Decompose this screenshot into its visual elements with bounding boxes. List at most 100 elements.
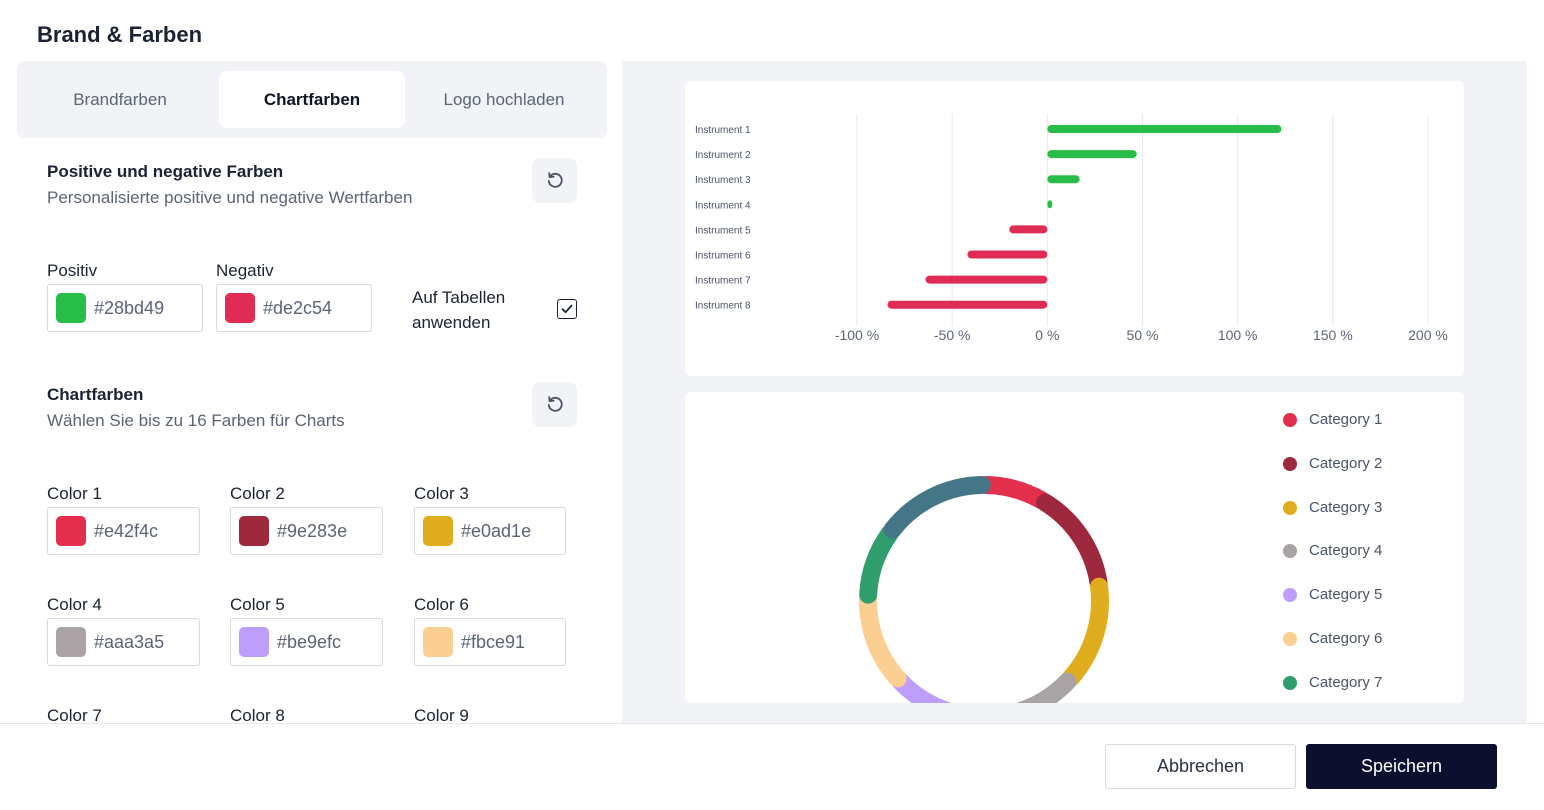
color-6-label: Color 6: [414, 595, 469, 614]
chartcolors-reset-button[interactable]: [532, 382, 577, 427]
color-1-hex: #e42f4c: [94, 520, 159, 541]
donut-slice: [891, 672, 952, 703]
donut-slice: [1036, 493, 1108, 592]
color-5-hex: #be9efc: [277, 631, 342, 652]
bar: [1047, 200, 1053, 209]
legend-swatch: [1283, 631, 1297, 646]
legend-label: Category 2: [1309, 455, 1383, 472]
legend-swatch: [1283, 500, 1297, 515]
legend-label: Category 7: [1309, 674, 1383, 691]
bar-chart-card: -100 % -50 % 0 % 50 % 100 % 150 % 200 % Instrum…: [685, 81, 1464, 376]
negative-label: Negativ: [216, 261, 274, 280]
color-2-label: Color 2: [230, 484, 285, 503]
color-3-label: Color 3: [414, 484, 469, 503]
x-tick-label: 0 %: [1035, 327, 1059, 343]
color-6-input[interactable]: #fbce91: [414, 618, 566, 666]
legend-item: Category 7: [1283, 674, 1382, 691]
posneg-subtitle: Personalisierte positive und negative We…: [47, 188, 413, 207]
legend-label: Category 3: [1309, 499, 1383, 516]
posneg-reset-button[interactable]: [532, 158, 577, 203]
y-category-label: Instrument 6: [695, 251, 751, 262]
bar: [1047, 175, 1080, 184]
save-button[interactable]: Speichern: [1306, 744, 1497, 789]
legend-label: Category 6: [1309, 630, 1383, 647]
tab-brandfarben[interactable]: Brandfarben: [73, 89, 167, 109]
color-7-label: Color 7: [47, 706, 102, 725]
check-icon: [561, 304, 573, 314]
tab-chartfarben[interactable]: Chartfarben: [219, 71, 405, 128]
x-tick-label: -100 %: [835, 327, 879, 343]
legend-label: Category 1: [1309, 411, 1383, 428]
color-4-label: Color 4: [47, 595, 102, 614]
color-5-swatch[interactable]: [239, 627, 269, 657]
donut-slice: [977, 476, 1051, 510]
legend-item: Category 4: [1283, 542, 1382, 559]
donut-chart: [859, 476, 1109, 703]
color-9-label: Color 9: [414, 706, 469, 725]
x-tick-label: 150 %: [1313, 327, 1353, 343]
positive-label: Positiv: [47, 261, 98, 280]
apply-tables-line1: Auf Tabellen: [412, 288, 506, 307]
legend-swatch: [1283, 456, 1297, 471]
apply-tables-line2: anwenden: [412, 313, 491, 332]
legend-swatch: [1283, 675, 1297, 690]
x-tick-label: 100 %: [1218, 327, 1258, 343]
chartcolors-title: Chartfarben: [47, 385, 144, 404]
reset-icon: [547, 395, 563, 412]
legend-label: Category 4: [1309, 542, 1383, 559]
negative-hex: #de2c54: [263, 297, 333, 318]
color-5-input[interactable]: #be9efc: [230, 618, 383, 666]
color-5-label: Color 5: [230, 595, 285, 614]
negative-swatch[interactable]: [225, 293, 255, 323]
color-3-input[interactable]: #e0ad1e: [414, 507, 566, 555]
y-category-label: Instrument 2: [695, 150, 751, 161]
donut-slice: [1016, 672, 1077, 703]
color-3-hex: #e0ad1e: [461, 520, 532, 541]
color-6-hex: #fbce91: [461, 631, 526, 652]
x-tick-label: -50 %: [934, 327, 971, 343]
chartcolors-subtitle: Wählen Sie bis zu 16 Farben für Charts: [47, 411, 345, 430]
donut-slice: [859, 524, 899, 604]
color-1-swatch[interactable]: [56, 516, 86, 546]
color-6-swatch[interactable]: [423, 627, 453, 657]
bar: [887, 300, 1048, 309]
apply-tables-label: Auf Tabellen anwenden: [412, 285, 505, 335]
color-2-input[interactable]: #9e283e: [230, 507, 383, 555]
negative-color-input[interactable]: #de2c54: [216, 284, 372, 332]
cancel-button[interactable]: Abbrechen: [1105, 744, 1296, 789]
legend-item: Category 3: [1283, 499, 1382, 516]
apply-tables-checkbox[interactable]: [557, 299, 577, 319]
color-4-hex: #aaa3a5: [94, 631, 165, 652]
color-1-input[interactable]: #e42f4c: [47, 507, 200, 555]
color-1-label: Color 1: [47, 484, 102, 503]
color-3-swatch[interactable]: [423, 516, 453, 546]
bar-chart: -100 % -50 % 0 % 50 % 100 % 150 % 200 % Instrum…: [695, 114, 1448, 343]
positive-hex: #28bd49: [94, 297, 165, 318]
y-category-label: Instrument 3: [695, 175, 751, 186]
legend-label: Category 5: [1309, 586, 1383, 603]
positive-swatch[interactable]: [56, 293, 86, 323]
legend-swatch: [1283, 412, 1297, 427]
y-category-label: Instrument 1: [695, 125, 751, 136]
bar: [925, 275, 1048, 284]
x-tick-label: 200 %: [1408, 327, 1448, 343]
color-2-swatch[interactable]: [239, 516, 269, 546]
donut-slice: [883, 476, 991, 539]
posneg-title: Positive und negative Farben: [47, 162, 284, 181]
legend-item: Category 6: [1283, 630, 1382, 647]
color-4-swatch[interactable]: [56, 627, 86, 657]
dialog-title: Brand & Farben: [37, 22, 203, 47]
donut-slice: [1061, 577, 1109, 688]
y-category-label: Instrument 5: [695, 225, 751, 236]
tab-logo-hochladen[interactable]: Logo hochladen: [443, 89, 565, 109]
y-category-label: Instrument 4: [695, 200, 751, 211]
legend-swatch: [1283, 543, 1297, 558]
color-4-input[interactable]: #aaa3a5: [47, 618, 200, 666]
bar: [967, 250, 1048, 259]
donut-slice: [859, 590, 907, 688]
tab-bar: Brandfarben Chartfarben Logo hochladen: [17, 61, 607, 138]
reset-icon: [547, 171, 563, 188]
legend-swatch: [1283, 587, 1297, 602]
legend-item: Category 5: [1283, 586, 1382, 603]
positive-color-input[interactable]: #28bd49: [47, 284, 203, 332]
